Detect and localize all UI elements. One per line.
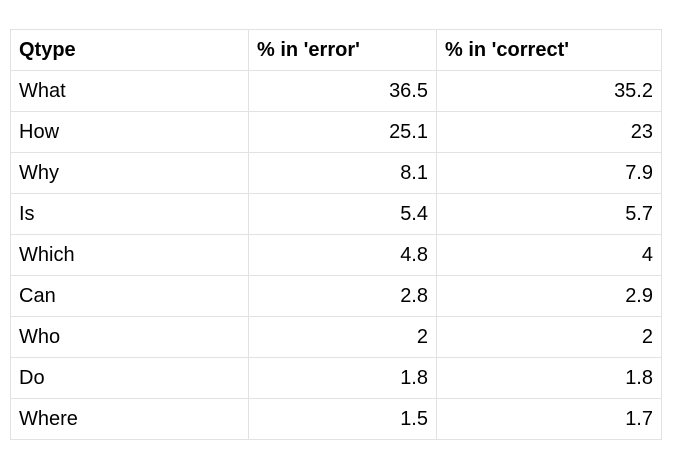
table-header-row: Qtype % in 'error' % in 'correct' <box>10 29 662 71</box>
error-cell: 1.8 <box>248 357 437 399</box>
error-cell: 8.1 <box>248 152 437 194</box>
qtype-cell: Why <box>10 152 249 194</box>
table-row: Can 2.8 2.9 <box>10 275 662 317</box>
qtype-cell: Where <box>10 398 249 440</box>
header-qtype: Qtype <box>10 29 249 71</box>
qtype-cell: Is <box>10 193 249 235</box>
correct-cell: 4 <box>436 234 662 276</box>
header-percent-correct: % in 'correct' <box>436 29 662 71</box>
table-row: Where 1.5 1.7 <box>10 398 662 440</box>
correct-cell: 1.7 <box>436 398 662 440</box>
qtype-percentage-table: Qtype % in 'error' % in 'correct' What 3… <box>10 29 662 440</box>
table-row: Who 2 2 <box>10 316 662 358</box>
qtype-cell: Can <box>10 275 249 317</box>
table-row: Do 1.8 1.8 <box>10 357 662 399</box>
table-row: Which 4.8 4 <box>10 234 662 276</box>
correct-cell: 1.8 <box>436 357 662 399</box>
qtype-cell: How <box>10 111 249 153</box>
qtype-cell: Which <box>10 234 249 276</box>
error-cell: 1.5 <box>248 398 437 440</box>
header-percent-error: % in 'error' <box>248 29 437 71</box>
correct-cell: 35.2 <box>436 70 662 112</box>
qtype-cell: What <box>10 70 249 112</box>
correct-cell: 2 <box>436 316 662 358</box>
correct-cell: 23 <box>436 111 662 153</box>
correct-cell: 7.9 <box>436 152 662 194</box>
error-cell: 5.4 <box>248 193 437 235</box>
table-row: Is 5.4 5.7 <box>10 193 662 235</box>
table-row: Why 8.1 7.9 <box>10 152 662 194</box>
error-cell: 4.8 <box>248 234 437 276</box>
qtype-cell: Who <box>10 316 249 358</box>
table-row: What 36.5 35.2 <box>10 70 662 112</box>
qtype-cell: Do <box>10 357 249 399</box>
error-cell: 25.1 <box>248 111 437 153</box>
correct-cell: 5.7 <box>436 193 662 235</box>
error-cell: 2 <box>248 316 437 358</box>
table-row: How 25.1 23 <box>10 111 662 153</box>
error-cell: 2.8 <box>248 275 437 317</box>
correct-cell: 2.9 <box>436 275 662 317</box>
error-cell: 36.5 <box>248 70 437 112</box>
